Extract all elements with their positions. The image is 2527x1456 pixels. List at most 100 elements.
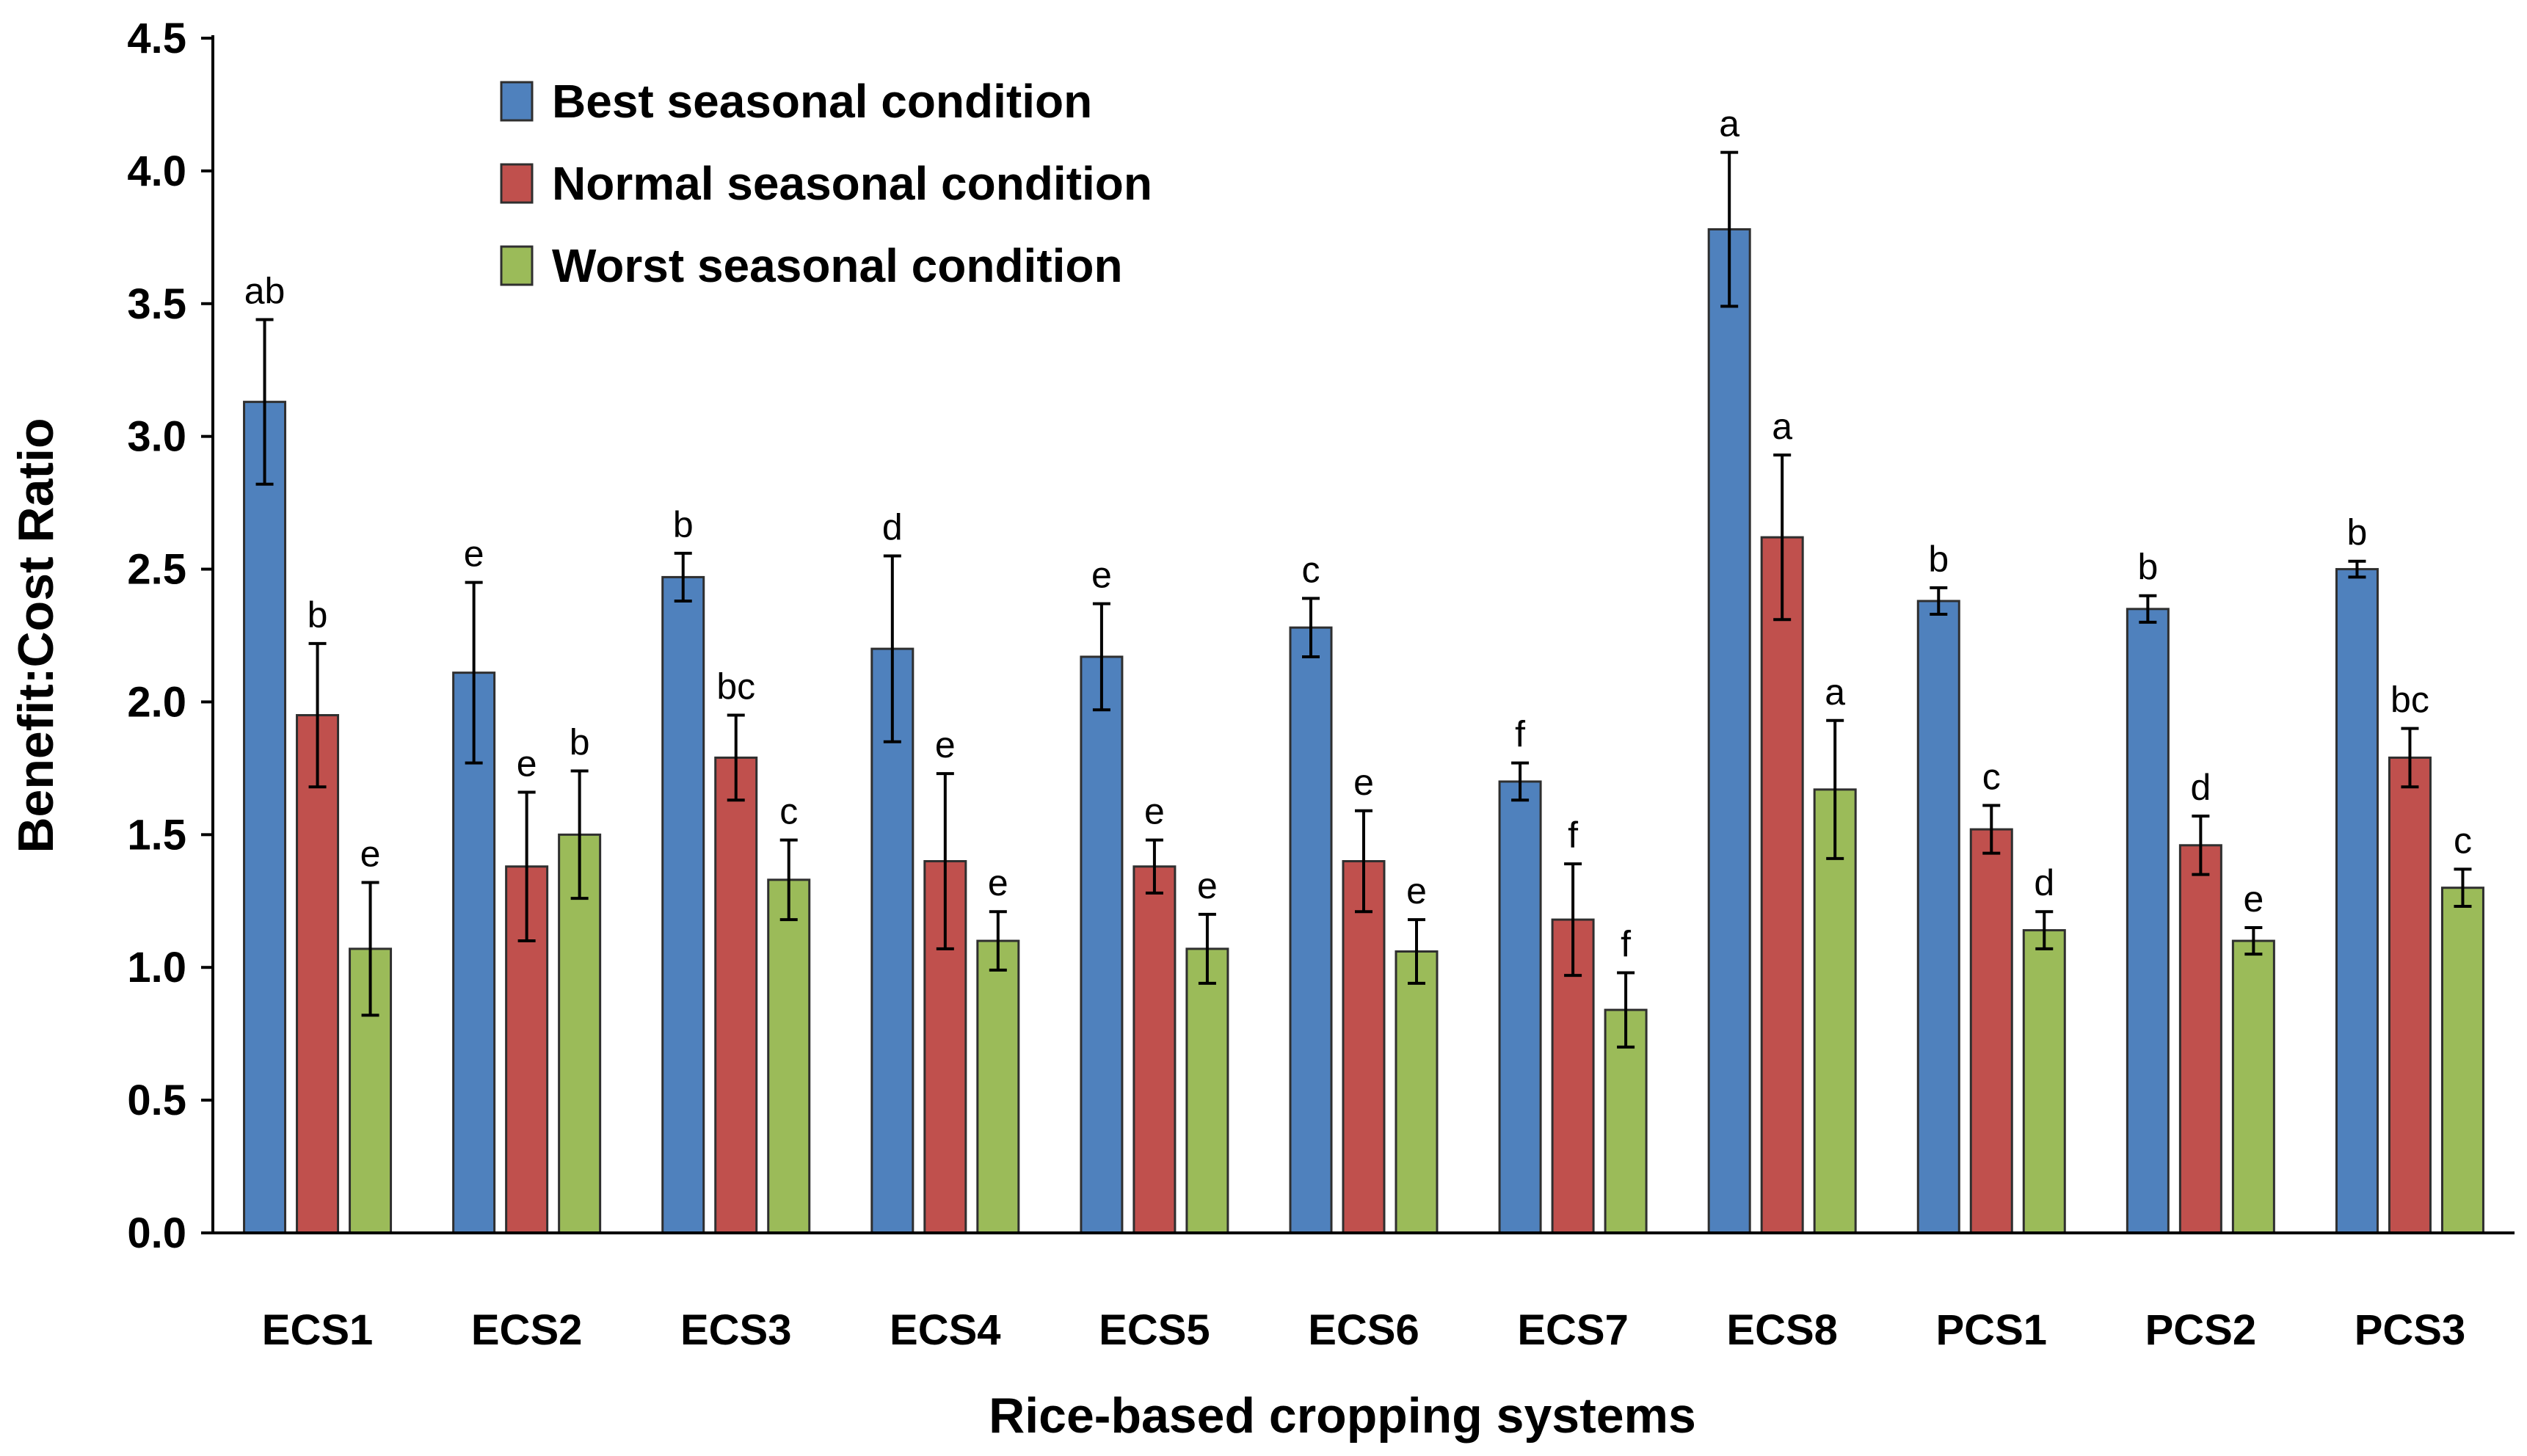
- significance-label-ecs3-worst: c: [779, 791, 798, 832]
- y-axis-title: Benefit:Cost Ratio: [8, 418, 64, 853]
- bar-ecs3-normal: [714, 756, 758, 1234]
- significance-label-pcs1-normal: c: [1982, 757, 2001, 798]
- legend-label-best: Best seasonal condition: [552, 75, 1092, 128]
- legend-swatch-best: [500, 81, 534, 122]
- bar-ecs3-best: [661, 575, 705, 1234]
- error-bar-pcs1-worst: [2035, 910, 2054, 950]
- y-tick-label-7: 3.5: [127, 280, 186, 328]
- error-bar-pcs1-best: [1930, 586, 1948, 616]
- significance-label-pcs1-worst: d: [2034, 862, 2054, 903]
- significance-label-ecs5-best: e: [1091, 555, 1112, 596]
- significance-label-ecs1-best: ab: [244, 270, 286, 311]
- error-bar-ecs3-best: [674, 551, 692, 603]
- significance-label-pcs3-worst: c: [2454, 820, 2472, 861]
- significance-label-pcs2-worst: e: [2243, 878, 2264, 920]
- x-tick-label-ecs7: ECS7: [1517, 1306, 1629, 1354]
- bar-ecs1-normal: [296, 714, 340, 1234]
- axes-layer: [211, 35, 2515, 1234]
- error-bar-ecs4-worst: [989, 910, 1007, 972]
- y-tick-label-6: 3.0: [127, 413, 186, 461]
- x-tick-label-ecs5: ECS5: [1099, 1306, 1210, 1354]
- significance-label-pcs2-normal: d: [2190, 767, 2211, 808]
- bar-pcs1-normal: [1969, 828, 2013, 1234]
- significance-label-ecs1-normal: b: [308, 594, 328, 636]
- bar-ecs4-worst: [976, 939, 1020, 1234]
- bar-pcs1-best: [1916, 600, 1960, 1234]
- bar-pcs3-best: [2335, 568, 2379, 1234]
- error-bars-layer: [255, 150, 2472, 1049]
- bar-ecs5-best: [1080, 655, 1124, 1234]
- x-tick-label-ecs3: ECS3: [680, 1306, 792, 1354]
- legend-item-normal: Normal seasonal condition: [500, 157, 1152, 210]
- error-bar-ecs1-best: [255, 318, 274, 486]
- significance-label-ecs5-normal: e: [1144, 791, 1165, 832]
- significance-label-ecs8-best: a: [1719, 103, 1739, 145]
- error-bar-pcs2-best: [2139, 594, 2157, 624]
- y-tick-label-3: 1.5: [127, 811, 186, 859]
- significance-label-ecs7-worst: f: [1621, 923, 1631, 964]
- y-tick-label-2: 1.0: [127, 944, 186, 991]
- error-bar-ecs8-best: [1720, 150, 1739, 308]
- significance-label-pcs3-normal: bc: [2390, 680, 2429, 721]
- bar-ecs6-normal: [1342, 860, 1386, 1234]
- x-tick-label-ecs2: ECS2: [471, 1306, 583, 1354]
- error-bar-ecs3-worst: [779, 838, 798, 922]
- bar-ecs3-worst: [767, 878, 811, 1234]
- legend-swatch-worst: [500, 245, 534, 286]
- bar-pcs3-worst: [2440, 887, 2484, 1234]
- y-tick-label-4: 2.0: [127, 678, 186, 726]
- significance-label-ecs1-worst: e: [360, 833, 381, 874]
- legend-swatch-normal: [500, 163, 534, 204]
- bar-pcs1-worst: [2022, 929, 2066, 1234]
- error-bar-pcs3-worst: [2454, 867, 2472, 909]
- bar-ecs8-best: [1707, 228, 1751, 1234]
- error-bar-pcs3-normal: [2401, 727, 2419, 789]
- error-bar-ecs8-worst: [1826, 718, 1844, 860]
- x-axis-title: Rice-based cropping systems: [989, 1388, 1696, 1444]
- x-tick-label-ecs8: ECS8: [1726, 1306, 1838, 1354]
- error-bar-ecs1-worst: [361, 881, 379, 1017]
- bars-layer: [243, 228, 2484, 1234]
- error-bar-ecs2-worst: [570, 769, 589, 900]
- error-bar-ecs6-normal: [1355, 809, 1372, 914]
- legend-label-normal: Normal seasonal condition: [552, 157, 1152, 210]
- bar-ecs7-best: [1498, 780, 1542, 1234]
- significance-label-ecs3-normal: bc: [716, 666, 755, 707]
- bar-ecs6-worst: [1395, 950, 1439, 1234]
- error-bar-pcs2-normal: [2192, 815, 2210, 876]
- error-bar-ecs3-normal: [727, 713, 745, 802]
- significance-label-ecs4-normal: e: [935, 724, 956, 765]
- x-tick-label-ecs1: ECS1: [262, 1306, 374, 1354]
- significance-label-ecs5-worst: e: [1197, 865, 1218, 906]
- significance-label-ecs4-worst: e: [988, 862, 1008, 903]
- x-tick-label-pcs1: PCS1: [1936, 1306, 2048, 1354]
- legend-label-worst: Worst seasonal condition: [552, 239, 1123, 292]
- x-tick-label-ecs4: ECS4: [890, 1306, 1001, 1354]
- significance-label-ecs2-best: e: [464, 534, 484, 575]
- error-bar-ecs5-best: [1092, 602, 1110, 712]
- significance-label-ecs6-best: c: [1302, 549, 1320, 590]
- bar-ecs5-normal: [1132, 865, 1177, 1234]
- significance-label-pcs3-best: b: [2347, 512, 2368, 553]
- significance-label-pcs2-best: b: [2137, 547, 2158, 588]
- significance-label-ecs3-best: b: [673, 504, 694, 545]
- y-tick-label-0: 0.0: [127, 1209, 186, 1257]
- significance-label-ecs2-worst: b: [570, 722, 590, 763]
- error-bar-ecs4-best: [883, 554, 901, 743]
- error-bar-pcs3-best: [2348, 559, 2366, 579]
- bar-pcs3-normal: [2388, 756, 2432, 1234]
- error-bar-ecs7-worst: [1617, 971, 1635, 1049]
- significance-label-pcs1-best: b: [1928, 539, 1949, 580]
- bar-pcs2-best: [2126, 608, 2170, 1234]
- x-tick-label-pcs3: PCS3: [2355, 1306, 2466, 1354]
- error-bar-ecs2-best: [465, 580, 483, 765]
- bar-ecs8-worst: [1813, 788, 1857, 1234]
- legend-item-best: Best seasonal condition: [500, 75, 1092, 128]
- error-bar-ecs2-normal: [517, 790, 536, 943]
- y-tick-label-9: 4.5: [127, 15, 186, 62]
- y-tick-label-8: 4.0: [127, 148, 186, 195]
- error-bar-ecs6-best: [1302, 597, 1320, 658]
